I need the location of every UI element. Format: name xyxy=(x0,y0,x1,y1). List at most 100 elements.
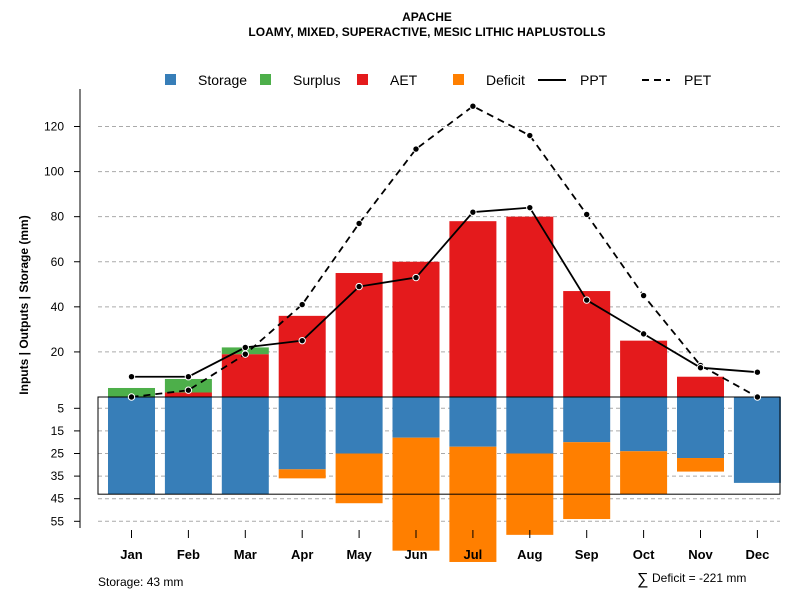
legend-item-ppt: PPT xyxy=(538,72,608,88)
month-label-jul: Jul xyxy=(464,547,483,562)
legend-swatch-deficit xyxy=(453,74,464,85)
deficit-sum-icon: ∑ xyxy=(637,571,648,588)
bar-deficit-apr xyxy=(278,469,326,479)
point-ppt-nov xyxy=(696,363,705,372)
bar-aet-nov xyxy=(677,376,724,397)
y-tick-label-lower: 55 xyxy=(51,514,65,528)
point-pet-may xyxy=(355,219,363,228)
point-pet-apr xyxy=(298,300,306,309)
bar-storage-mar xyxy=(221,397,269,495)
line-pet xyxy=(131,105,758,398)
legend-label-pet: PET xyxy=(684,72,712,88)
bar-surplus-feb xyxy=(164,378,212,393)
bars xyxy=(108,216,781,562)
bar-storage-jul xyxy=(449,397,497,447)
point-ppt-apr xyxy=(298,336,306,345)
y-tick-label-lower: 35 xyxy=(51,469,65,483)
y-tick-label-upper: 80 xyxy=(51,210,65,224)
chart-subtitle: LOAMY, MIXED, SUPERACTIVE, MESIC LITHIC … xyxy=(248,25,605,39)
legend-item-aet: AET xyxy=(357,72,418,88)
point-ppt-jun xyxy=(412,273,420,282)
point-pet-oct xyxy=(639,291,648,300)
bar-aet-jun xyxy=(392,261,440,397)
bar-deficit-oct xyxy=(620,451,668,495)
legend-item-surplus: Surplus xyxy=(260,72,340,88)
storage-note: Storage: 43 mm xyxy=(98,575,183,589)
month-label-mar: Mar xyxy=(234,547,257,562)
bar-storage-jan xyxy=(108,397,155,495)
bar-storage-may xyxy=(335,397,383,454)
point-ppt-sep xyxy=(583,296,591,304)
y-tick-label-lower: 5 xyxy=(57,401,64,415)
bar-deficit-sep xyxy=(563,442,611,520)
bar-deficit-may xyxy=(335,453,383,504)
point-pet-feb xyxy=(184,386,193,394)
legend-item-storage: Storage xyxy=(165,72,247,88)
y-tick-label-upper: 100 xyxy=(44,165,64,179)
bar-storage-dec xyxy=(733,397,781,483)
point-pet-jul xyxy=(469,102,477,110)
bar-storage-aug xyxy=(506,397,554,454)
point-pet-mar xyxy=(241,350,250,358)
point-ppt-mar xyxy=(241,343,250,352)
y-tick-label-lower: 25 xyxy=(51,447,65,461)
month-label-dec: Dec xyxy=(745,547,769,562)
point-ppt-feb xyxy=(184,373,193,381)
bar-aet-apr xyxy=(278,315,326,397)
point-pet-jun xyxy=(412,145,420,153)
point-pet-jan xyxy=(127,393,136,401)
month-label-jun: Jun xyxy=(404,547,427,562)
bar-storage-feb xyxy=(164,397,212,495)
legend-label-surplus: Surplus xyxy=(293,72,340,88)
bar-aet-oct xyxy=(620,340,668,397)
y-tick-label-lower: 45 xyxy=(51,492,65,506)
legend-label-deficit: Deficit xyxy=(486,72,525,88)
legend-label-storage: Storage xyxy=(198,72,247,88)
month-label-jan: Jan xyxy=(120,547,142,562)
point-ppt-may xyxy=(355,282,363,291)
month-label-aug: Aug xyxy=(517,547,542,562)
bar-storage-apr xyxy=(278,397,326,470)
month-label-sep: Sep xyxy=(575,547,599,562)
point-pet-dec xyxy=(753,393,762,401)
bar-aet-aug xyxy=(506,216,554,397)
x-tick-labels: Jan Feb Mar Apr May Jun Jul Aug Sep Oct Nov Dec xyxy=(120,547,769,562)
y-tick-label-upper: 20 xyxy=(51,345,65,359)
legend: Storage Surplus AET Deficit PPT PET xyxy=(165,72,712,88)
bar-aet-sep xyxy=(563,291,611,397)
axes xyxy=(74,89,758,538)
point-ppt-jan xyxy=(127,373,136,381)
bar-aet-jul xyxy=(449,221,497,397)
y-tick-label-upper: 120 xyxy=(44,120,64,134)
point-pet-sep xyxy=(583,210,591,219)
bar-deficit-jul xyxy=(449,446,497,562)
bar-storage-jun xyxy=(392,397,440,438)
storage-frame xyxy=(97,396,781,495)
bar-aet-may xyxy=(335,273,383,397)
legend-swatch-aet xyxy=(357,74,368,85)
month-label-may: May xyxy=(346,547,372,562)
month-label-apr: Apr xyxy=(291,547,313,562)
series-lines xyxy=(127,102,762,401)
y-tick-label-upper: 60 xyxy=(51,255,65,269)
point-ppt-aug xyxy=(526,203,534,212)
point-pet-aug xyxy=(526,131,534,140)
line-ppt xyxy=(131,206,758,378)
legend-item-pet: PET xyxy=(642,72,712,88)
bar-storage-oct xyxy=(620,397,668,452)
point-ppt-oct xyxy=(639,330,648,338)
month-label-oct: Oct xyxy=(633,547,655,562)
chart-title: APACHE xyxy=(402,10,452,24)
y-axis-title: Inputs | Outputs | Storage (mm) xyxy=(17,215,31,394)
bar-aet-feb xyxy=(164,392,212,397)
y-tick-label-lower: 15 xyxy=(51,424,65,438)
point-ppt-jul xyxy=(469,208,477,216)
deficit-note: Deficit = -221 mm xyxy=(652,571,746,585)
bar-storage-nov xyxy=(677,397,724,459)
legend-label-ppt: PPT xyxy=(580,72,608,88)
bar-surplus-jan xyxy=(108,387,155,397)
month-label-feb: Feb xyxy=(177,547,200,562)
storage-capacity-box xyxy=(97,396,781,495)
legend-swatch-storage xyxy=(165,74,176,85)
